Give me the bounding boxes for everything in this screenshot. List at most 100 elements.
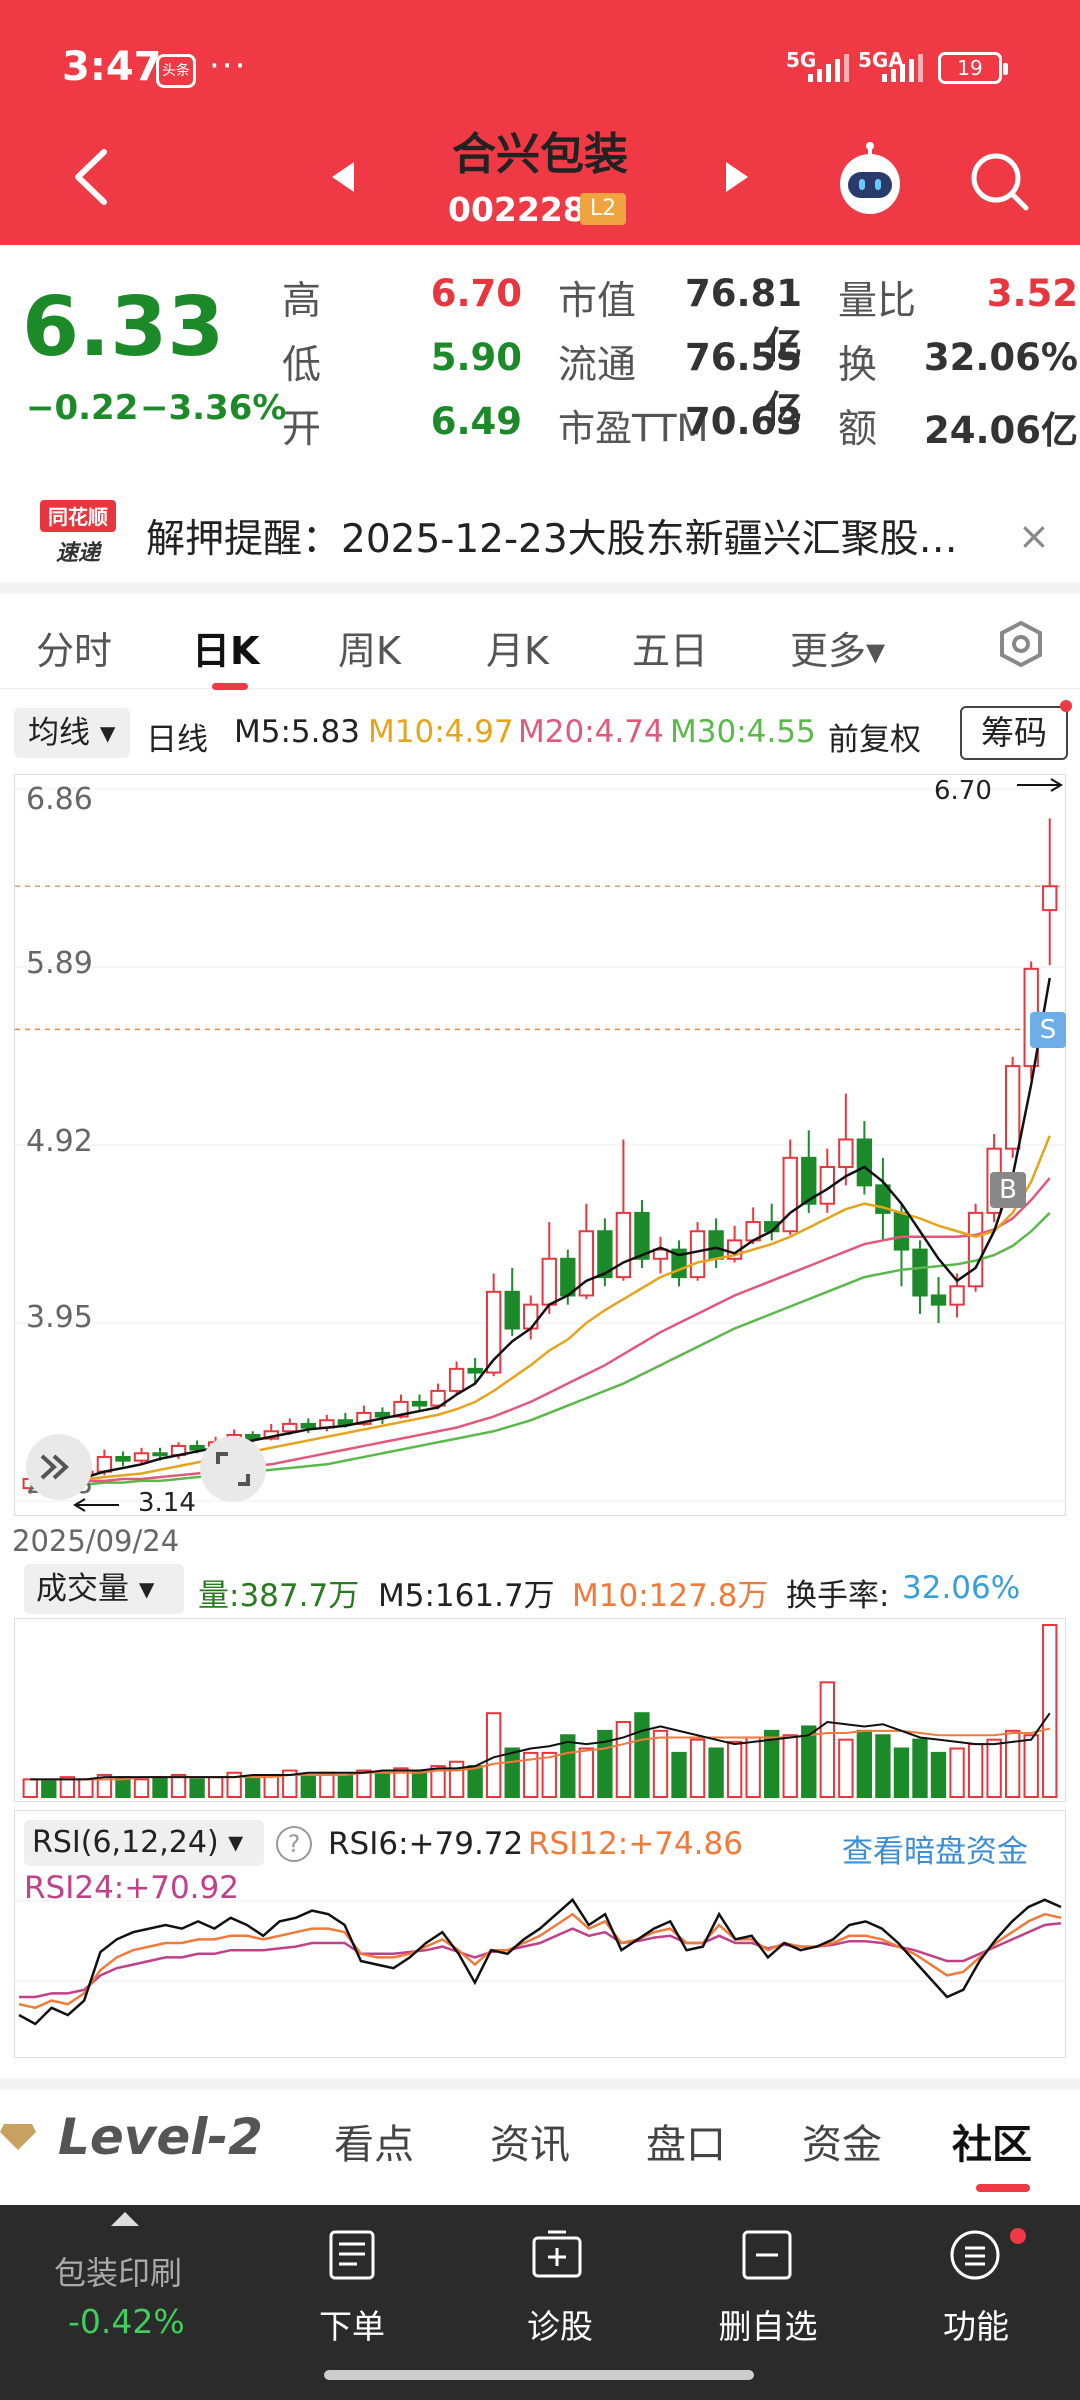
tab-monthly-k[interactable]: 月K — [486, 629, 549, 673]
expand-up-icon[interactable] — [111, 2212, 139, 2226]
ai-assistant-robot-icon[interactable] — [830, 140, 910, 220]
candle-body — [782, 1156, 798, 1233]
level2-badge: L2 — [580, 193, 626, 225]
value-market-cap: 76.81亿 — [684, 272, 802, 367]
chart-settings-icon[interactable] — [998, 620, 1044, 668]
volume-bar — [875, 1734, 891, 1798]
label-float-cap: 流通 — [558, 343, 637, 388]
tab-community[interactable]: 社区 — [952, 2122, 1032, 2168]
volume-bar — [430, 1765, 446, 1798]
volume-bar — [41, 1780, 57, 1798]
diagnose-icon[interactable] — [530, 2228, 584, 2282]
tab-intraday[interactable]: 分时 — [36, 629, 113, 673]
remove-watchlist-icon[interactable] — [740, 2228, 794, 2282]
label-low: 低 — [282, 343, 322, 388]
volume-bar — [689, 1738, 706, 1798]
tab-daily-k[interactable]: 日K — [192, 629, 260, 673]
menu-icon[interactable] — [948, 2228, 1002, 2282]
tab-more[interactable]: 更多▾ — [790, 629, 886, 673]
previous-stock-icon[interactable] — [328, 160, 358, 194]
sector-name[interactable]: 包装印刷 — [54, 2254, 183, 2292]
rsi6-line — [18, 1897, 1062, 2026]
y-label-3: 4.92 — [26, 1124, 93, 1159]
search-icon[interactable] — [966, 148, 1032, 214]
volume-bar — [226, 1771, 242, 1799]
header — [0, 0, 1080, 245]
next-stock-icon[interactable] — [722, 160, 752, 194]
stock-code: 002228 — [448, 190, 586, 229]
tab-news[interactable]: 资讯 — [490, 2122, 570, 2168]
volume-bar — [615, 1721, 632, 1798]
volume-bar — [986, 1738, 1002, 1798]
ma20-value: M20:4.74 — [518, 714, 664, 750]
volume-bar — [764, 1729, 780, 1798]
volume-chart[interactable] — [15, 1619, 1065, 1801]
candle-body — [652, 1248, 669, 1260]
quote-panel — [0, 245, 1080, 490]
rsi24-value: RSI24:+70.92 — [24, 1870, 239, 1906]
candle-body — [1042, 885, 1058, 912]
chip-distribution-button[interactable]: 筹码 — [960, 706, 1068, 760]
volume-value: 量:387.7万 — [198, 1578, 360, 1614]
nav-order[interactable]: 下单 — [319, 2307, 385, 2346]
help-icon[interactable]: ? — [276, 1826, 312, 1862]
volume-bar — [708, 1747, 724, 1799]
tab-five-day[interactable]: 五日 — [632, 629, 709, 673]
volume-indicator-dropdown[interactable]: 成交量 ▾ — [24, 1564, 184, 1614]
start-date-label: 2025/09/24 — [12, 1524, 180, 1558]
adjust-mode[interactable]: 前复权 — [828, 722, 921, 758]
kline-panel[interactable] — [14, 774, 1066, 1516]
volume-bar — [337, 1773, 354, 1798]
marker-buy: B — [990, 1172, 1026, 1208]
tab-level2[interactable]: Level-2 — [58, 2108, 263, 2166]
ma5-line — [30, 977, 1051, 1484]
close-icon[interactable]: × — [1018, 514, 1050, 558]
candle-body — [374, 1411, 391, 1418]
menu-notification-dot — [1010, 2228, 1026, 2244]
back-icon[interactable] — [70, 148, 114, 206]
notice-text[interactable]: 解押提醒：2025-12-23大股东新疆兴汇聚股… — [146, 517, 958, 562]
kline-chart[interactable] — [15, 775, 1065, 1515]
volume-bar — [912, 1738, 928, 1798]
candle-body — [411, 1400, 428, 1407]
toutiao-app-icon: 头条 — [156, 54, 196, 88]
value-float-cap: 76.55亿 — [684, 336, 802, 431]
rsi12-value: RSI12:+74.86 — [528, 1826, 743, 1862]
volume-bar — [578, 1747, 595, 1799]
candle-body — [893, 1211, 910, 1251]
more-notifications-icon: ··· — [209, 46, 248, 86]
tab-order-book[interactable]: 盘口 — [646, 2122, 726, 2168]
volume-bar — [967, 1743, 984, 1798]
tab-capital[interactable]: 资金 — [802, 2122, 882, 2168]
rsi-chart[interactable] — [15, 1811, 1065, 2057]
marker-sell: S — [1030, 1012, 1066, 1048]
label-open: 开 — [282, 407, 322, 452]
nav-remove-watchlist[interactable]: 删自选 — [718, 2307, 818, 2346]
notice-bar[interactable] — [0, 490, 1080, 590]
candle-body — [282, 1422, 298, 1433]
rsi-indicator-dropdown[interactable]: RSI(6,12,24) ▾ — [24, 1820, 264, 1866]
collapse-left-icon[interactable] — [24, 1432, 94, 1502]
candle-body — [356, 1411, 372, 1425]
fullscreen-icon[interactable] — [198, 1434, 268, 1504]
candle-body — [133, 1452, 150, 1462]
dark-pool-fund-link[interactable]: 查看暗盘资金 — [842, 1834, 1028, 1870]
order-icon[interactable] — [325, 2228, 379, 2282]
volume-bar — [133, 1778, 150, 1799]
network-5ga-label: 5GA — [858, 48, 904, 72]
nav-diagnose[interactable]: 诊股 — [527, 2307, 593, 2346]
volume-panel[interactable] — [14, 1618, 1066, 1802]
nav-functions[interactable]: 功能 — [943, 2307, 1009, 2346]
label-amount: 额 — [838, 407, 878, 452]
battery-icon: 19 — [938, 52, 1008, 84]
volume-bar — [319, 1771, 335, 1799]
volume-bar — [1042, 1624, 1058, 1798]
candle-body — [523, 1303, 539, 1330]
candle-body — [245, 1433, 261, 1440]
volume-bar — [485, 1712, 502, 1798]
value-volume-ratio: 3.52 — [986, 272, 1078, 315]
volume-bar — [560, 1734, 576, 1798]
indicator-dropdown[interactable]: 均线 ▾ — [14, 708, 130, 758]
tab-highlights[interactable]: 看点 — [334, 2122, 414, 2168]
tab-weekly-k[interactable]: 周K — [338, 629, 401, 673]
